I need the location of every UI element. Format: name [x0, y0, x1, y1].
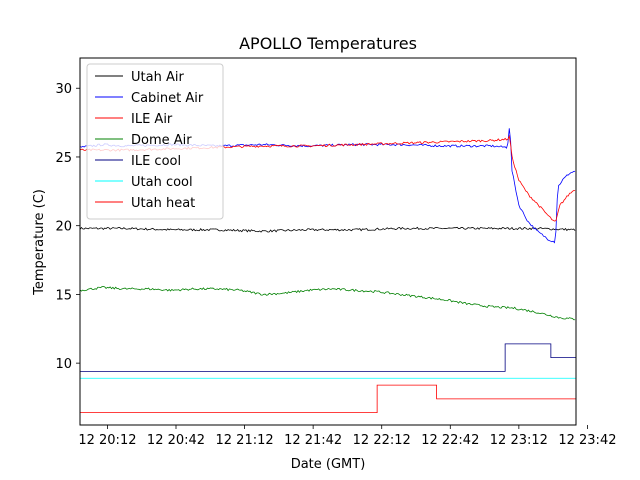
x-tick-label: 12 20:12 — [78, 433, 136, 448]
y-axis-title: Temperature (C) — [32, 189, 47, 296]
x-tick-label: 12 23:42 — [558, 433, 616, 448]
y-tick-label: 15 — [55, 288, 72, 303]
x-tick-label: 12 22:42 — [421, 433, 479, 448]
x-tick-label: 12 23:12 — [490, 433, 548, 448]
x-axis-title: Date (GMT) — [291, 457, 366, 472]
y-tick-label: 20 — [55, 220, 72, 235]
y-tick-label: 10 — [55, 357, 72, 372]
plot-frame — [79, 57, 577, 426]
y-tick-label: 30 — [55, 82, 72, 97]
x-tick-label: 12 21:42 — [284, 433, 342, 448]
legend-label-utah-heat: Utah heat — [131, 196, 195, 211]
x-tick-label: 12 20:42 — [147, 433, 205, 448]
legend: Utah Air Cabinet Air ILE Air Dome Air ILE co… — [86, 63, 224, 220]
legend-label-cabinet-air: Cabinet Air — [131, 91, 204, 106]
chart-title: APOLLO Temperatures — [239, 34, 417, 53]
series-line-utah-air — [80, 226, 576, 233]
legend-box — [86, 63, 224, 220]
x-tick-label: 12 21:12 — [216, 433, 274, 448]
y-axis: 10 15 20 25 30 — [55, 82, 80, 372]
series-line-dome-air — [80, 286, 576, 321]
legend-label-utah-air: Utah Air — [131, 70, 184, 85]
series-line-utah-heat — [80, 384, 576, 414]
y-tick-label: 25 — [55, 151, 72, 166]
legend-label-ile-air: ILE Air — [131, 112, 173, 127]
x-tick-label: 12 22:12 — [353, 433, 411, 448]
series-line-ile-cool — [80, 343, 576, 372]
legend-label-dome-air: Dome Air — [131, 133, 192, 148]
legend-label-utah-cool: Utah cool — [131, 175, 193, 190]
legend-label-ile-cool: ILE cool — [131, 154, 181, 169]
x-axis: 12 20:12 12 20:42 12 21:12 12 21:42 12 22:12… — [78, 425, 616, 448]
